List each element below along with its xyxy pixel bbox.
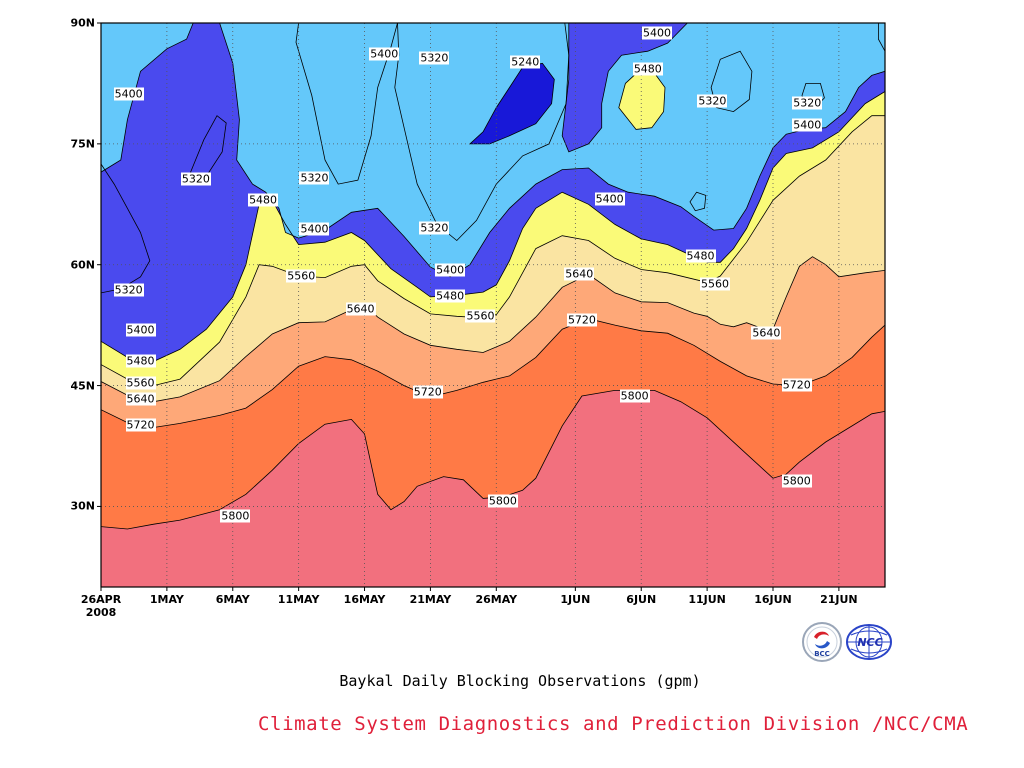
- contour-label-5320: 5320: [419, 221, 450, 235]
- contour-label-5400: 5400: [792, 118, 823, 132]
- contour-line-5480: [101, 91, 885, 362]
- x-tick-label: 1JUN: [560, 593, 591, 606]
- contour-label-5560: 5560: [125, 376, 156, 390]
- cell-5320: [190, 115, 227, 181]
- x-tick-label: 11JUN: [688, 593, 726, 606]
- credit-line: Climate System Diagnostics and Predictio…: [258, 713, 969, 735]
- y-tick-label: 75N: [70, 137, 95, 151]
- contour-label-5320: 5320: [180, 172, 211, 186]
- cell-5400: [219, 23, 885, 277]
- x-tick-label: 16JUN: [754, 593, 792, 606]
- contour-label-5400: 5400: [299, 222, 330, 236]
- contour-cell-line-5320: [878, 23, 885, 52]
- contour-label-5480: 5480: [632, 62, 663, 76]
- contour-label-5560: 5560: [700, 277, 731, 291]
- contour-line-5640: [101, 256, 885, 403]
- contour-label-5800: 5800: [619, 389, 650, 403]
- contour-label-5320: 5320: [113, 283, 144, 297]
- contour-label-5480: 5480: [248, 193, 279, 207]
- contour-label-5640: 5640: [564, 267, 595, 281]
- cell-5320: [101, 164, 150, 293]
- ncc-logo-icon: NCC: [846, 624, 892, 660]
- y-tick-label: 30N: [70, 499, 95, 513]
- contour-cell-line-5240: [468, 62, 555, 145]
- plot-frame: [100, 22, 886, 588]
- x-tick-label: 16MAY: [343, 593, 386, 606]
- y-tick-label: 60N: [70, 258, 95, 272]
- cell-5400: [101, 23, 194, 173]
- x-tick-label: 26APR: [80, 593, 122, 606]
- y-tick-label: 45N: [70, 379, 95, 393]
- chart-title: Baykal Daily Blocking Observations (gpm): [339, 672, 701, 690]
- cell-top-5240: [469, 63, 555, 144]
- contour-label-5400: 5400: [435, 263, 466, 277]
- x-tick-label: 1MAY: [149, 593, 184, 606]
- cell-top-5480: [618, 68, 665, 130]
- x-year-label: 2008: [85, 606, 117, 619]
- svg-text:NCC: NCC: [857, 636, 882, 649]
- x-tick-label: 11MAY: [277, 593, 320, 606]
- contour-label-5400: 5400: [642, 26, 673, 40]
- contour-label-5240: 5240: [510, 55, 541, 69]
- contour-cell-line-5320: [394, 23, 570, 242]
- x-tick-label: 21JUN: [820, 593, 858, 606]
- y-tick-label: 90N: [70, 16, 95, 30]
- bcc-logo-icon: BCC: [802, 622, 842, 662]
- contour-line-5720: [101, 318, 885, 428]
- contour-label-5800: 5800: [220, 509, 251, 523]
- contour-label-5320: 5320: [697, 94, 728, 108]
- contour-label-5640: 5640: [345, 302, 376, 316]
- contour-label-5320: 5320: [419, 51, 450, 65]
- contour-label-5400: 5400: [113, 87, 144, 101]
- x-tick-label: 26MAY: [475, 593, 518, 606]
- contour-label-5720: 5720: [125, 418, 156, 432]
- contour-label-5560: 5560: [465, 309, 496, 323]
- contour-cell-line-5400: [101, 23, 194, 173]
- contour-label-5480: 5480: [685, 249, 716, 263]
- contour-label-5560: 5560: [286, 269, 317, 283]
- contour-label-5800: 5800: [781, 474, 812, 488]
- svg-text:BCC: BCC: [814, 650, 830, 658]
- contour-cell-line-5320: [689, 191, 707, 212]
- x-tick-label: 6JUN: [626, 593, 657, 606]
- contour-label-5400: 5400: [369, 47, 400, 61]
- contour-cell-line-5320: [295, 23, 398, 185]
- contour-label-5480: 5480: [435, 289, 466, 303]
- contour-label-5320: 5320: [792, 96, 823, 110]
- band-5800: [101, 390, 885, 587]
- contour-label-5320: 5320: [299, 171, 330, 185]
- x-tick-label: 6MAY: [215, 593, 250, 606]
- contour-cell-line-5480: [618, 68, 666, 130]
- contour-label-5720: 5720: [566, 313, 597, 326]
- contour-label-5480: 5480: [125, 354, 156, 368]
- contour-label-5720: 5720: [412, 385, 443, 399]
- contour-label-5720: 5720: [781, 378, 812, 392]
- contour-cell-line-5320: [101, 163, 151, 294]
- contour-label-5640: 5640: [125, 392, 156, 406]
- contour-label-5400: 5400: [125, 323, 156, 337]
- contour-line-5800: [101, 390, 885, 530]
- contour-line-5560: [101, 115, 885, 387]
- contour-label-5800: 5800: [487, 494, 518, 508]
- contour-label-5400: 5400: [594, 192, 625, 206]
- contour-cell-line-5320: [710, 50, 753, 113]
- x-tick-label: 21MAY: [409, 593, 452, 606]
- contour-label-5640: 5640: [751, 326, 782, 340]
